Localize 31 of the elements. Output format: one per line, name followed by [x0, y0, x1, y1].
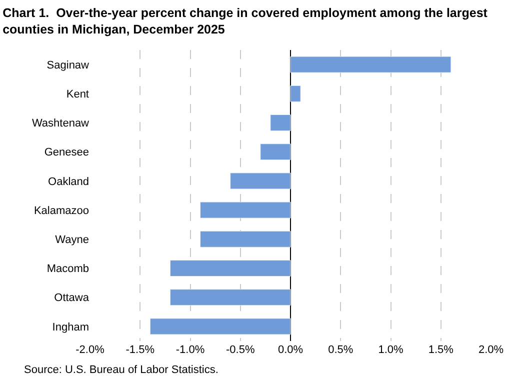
bar — [230, 172, 291, 190]
bar — [290, 85, 301, 102]
x-tick-label: -1.0% — [176, 344, 205, 356]
x-tick-label: -2.0% — [76, 344, 105, 356]
x-tick-label: 2.0% — [478, 344, 504, 356]
x-tick-label: 1.0% — [378, 344, 404, 356]
bar — [150, 318, 291, 335]
x-tick-label: -0.5% — [226, 344, 255, 356]
y-tick-label: Ottawa — [54, 292, 90, 304]
y-tick-label: Saginaw — [46, 59, 90, 72]
y-tick-label: Kalamazoo — [34, 204, 89, 217]
bar — [290, 56, 452, 73]
bar — [270, 114, 291, 131]
bar — [200, 230, 291, 248]
bar — [170, 289, 291, 306]
chart-title: Chart 1. Over-the-year percent change in covered employment among the largest counties in Michigan, December 2025 — [2, 6, 488, 36]
y-tick-label: Genesee — [44, 146, 89, 159]
x-tick-label: 0.0% — [278, 344, 304, 356]
bar — [170, 260, 291, 276]
y-tick-label: Oakland — [48, 176, 89, 188]
bar — [260, 144, 291, 160]
y-tick-label: Washtenaw — [32, 118, 90, 130]
y-tick-label: Macomb — [46, 263, 89, 276]
y-tick-label: Kent — [66, 88, 89, 100]
x-tick-label: 1.5% — [428, 344, 454, 356]
x-tick-label: -1.5% — [126, 344, 155, 356]
source-note: Source: U.S. Bureau of Labor Statistics. — [24, 364, 218, 376]
x-tick-label: 0.5% — [328, 344, 354, 356]
bar — [200, 202, 291, 218]
y-tick-label: Ingham — [52, 321, 89, 334]
y-tick-label: Wayne — [55, 234, 89, 246]
